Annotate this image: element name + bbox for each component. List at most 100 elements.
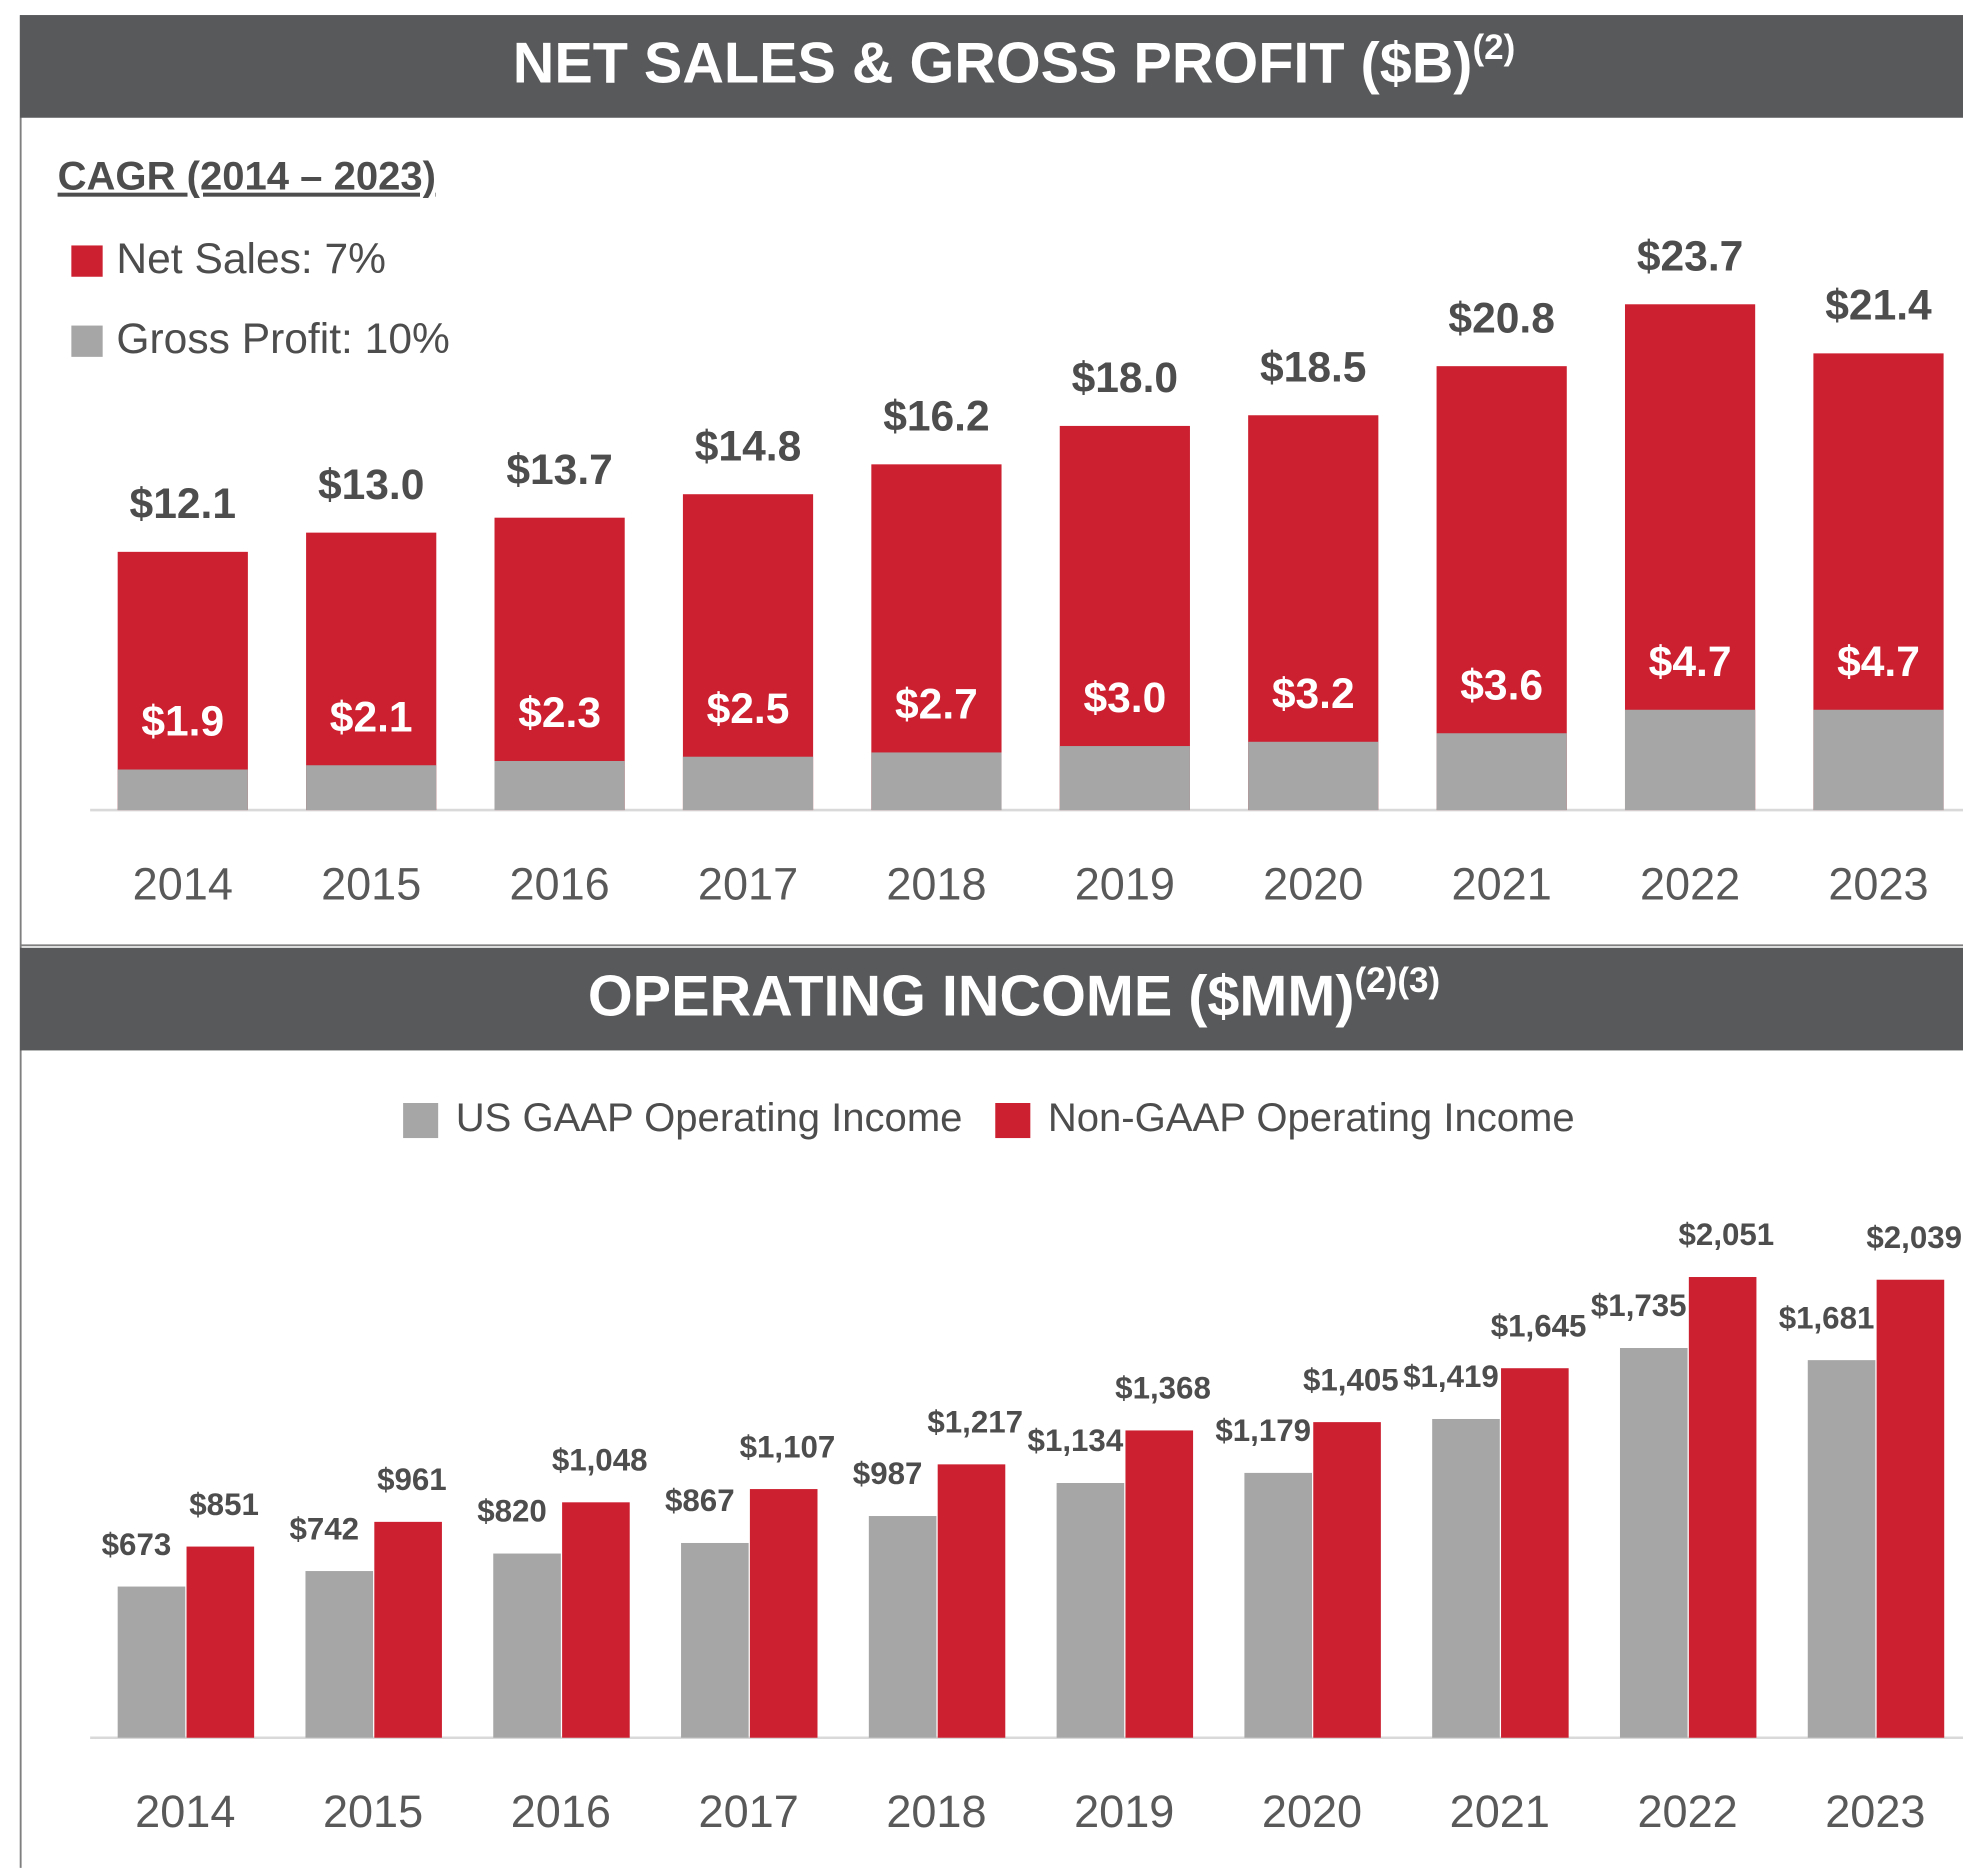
value-label: $2.1 [330, 693, 413, 741]
header-band [20, 15, 1963, 118]
x-tick-label: 2016 [511, 1786, 611, 1837]
bar [1688, 1277, 1757, 1738]
bar [1807, 1360, 1876, 1738]
legend-label: US GAAP Operating Income [456, 1096, 963, 1140]
bar [937, 1464, 1006, 1738]
bar [117, 1586, 186, 1738]
value-label: $21.4 [1825, 282, 1932, 330]
bar [117, 769, 248, 811]
bar [1244, 1472, 1313, 1738]
legend-swatch [71, 245, 103, 277]
value-label: $987 [853, 1456, 923, 1491]
bar [868, 1516, 937, 1738]
legend-swatch [71, 325, 103, 357]
legend-label: Net Sales: 7% [116, 235, 386, 283]
header-band [20, 947, 1963, 1051]
x-tick-label: 2017 [699, 1786, 799, 1837]
value-label: $1,368 [1115, 1371, 1211, 1406]
value-label: $3.2 [1272, 670, 1355, 718]
value-label: $13.0 [318, 461, 424, 509]
x-tick-label: 2017 [698, 859, 798, 910]
bar [117, 551, 248, 811]
x-tick-label: 2020 [1262, 1786, 1362, 1837]
x-tick-label: 2023 [1828, 859, 1928, 910]
value-label: $18.5 [1260, 343, 1366, 391]
bar [305, 1571, 374, 1738]
value-label: $18.0 [1072, 354, 1178, 402]
bar [1313, 1422, 1381, 1738]
value-label: $867 [665, 1483, 735, 1518]
x-tick-label: 2021 [1452, 859, 1552, 910]
value-label: $1,134 [1028, 1423, 1124, 1458]
x-tick-label: 2015 [321, 859, 421, 910]
bar [1501, 1368, 1569, 1738]
bar [871, 752, 1002, 811]
value-label: $1,179 [1215, 1413, 1311, 1448]
chart-title: NET SALES & GROSS PROFIT ($B)(2) [513, 28, 1516, 95]
value-label: $1,645 [1491, 1308, 1587, 1343]
bar [493, 1553, 561, 1738]
bar [1125, 1430, 1194, 1738]
bar [1056, 1483, 1125, 1738]
title-text: NET SALES & GROSS PROFIT ($B) [513, 32, 1473, 96]
value-label: $673 [102, 1527, 172, 1562]
subtitle: CAGR (2014 – 2023) [58, 155, 436, 199]
bar [682, 756, 814, 811]
bar [1436, 733, 1567, 811]
value-label: $2.7 [895, 681, 978, 729]
bar [1813, 709, 1944, 811]
value-label: $851 [189, 1487, 259, 1522]
value-label: $3.6 [1460, 661, 1543, 709]
value-label: $1,217 [927, 1405, 1023, 1440]
title-note: (2)(3) [1355, 961, 1441, 1000]
value-label: $1,107 [740, 1429, 836, 1464]
bar [562, 1502, 630, 1738]
title-note: (2) [1472, 28, 1515, 67]
value-label: $20.8 [1448, 294, 1554, 342]
x-tick-label: 2023 [1825, 1786, 1925, 1837]
bar [681, 1542, 749, 1738]
bar [306, 532, 437, 811]
value-label: $3.0 [1083, 674, 1166, 722]
x-tick-label: 2014 [135, 1786, 235, 1837]
value-label: $14.8 [695, 422, 801, 470]
legend-swatch [995, 1103, 1031, 1139]
value-label: $4.7 [1649, 638, 1732, 686]
x-tick-label: 2015 [323, 1786, 423, 1837]
x-tick-label: 2019 [1074, 1786, 1174, 1837]
bar [1248, 741, 1379, 811]
value-label: $2,051 [1679, 1217, 1775, 1252]
bar [1059, 746, 1190, 811]
value-label: $2.5 [707, 685, 790, 733]
bar [374, 1521, 442, 1738]
x-tick-label: 2022 [1637, 1786, 1737, 1837]
value-label: $4.7 [1837, 638, 1920, 686]
x-tick-label: 2016 [509, 859, 609, 910]
value-label: $1,048 [552, 1443, 648, 1478]
x-tick-label: 2020 [1263, 859, 1363, 910]
bar [186, 1546, 255, 1738]
x-tick-label: 2021 [1450, 1786, 1550, 1837]
value-label: $13.7 [506, 446, 612, 494]
value-label: $1,419 [1403, 1359, 1499, 1394]
legend-label: Gross Profit: 10% [116, 315, 449, 363]
x-tick-label: 2019 [1075, 859, 1175, 910]
bar [749, 1489, 818, 1738]
bar [1432, 1418, 1500, 1738]
bar [306, 765, 437, 811]
value-label: $2,039 [1866, 1220, 1962, 1255]
value-label: $2.3 [518, 689, 601, 737]
value-label: $23.7 [1637, 232, 1743, 280]
x-tick-label: 2014 [133, 859, 233, 910]
x-tick-label: 2018 [886, 859, 986, 910]
value-label: $1,735 [1591, 1288, 1687, 1323]
value-label: $1,405 [1303, 1362, 1399, 1397]
value-label: $1,681 [1779, 1300, 1875, 1335]
chart-title: OPERATING INCOME ($MM)(2)(3) [588, 961, 1440, 1028]
value-label: $12.1 [130, 480, 236, 528]
bar [1619, 1348, 1688, 1738]
x-tick-label: 2018 [886, 1786, 986, 1837]
value-label: $16.2 [883, 393, 989, 441]
